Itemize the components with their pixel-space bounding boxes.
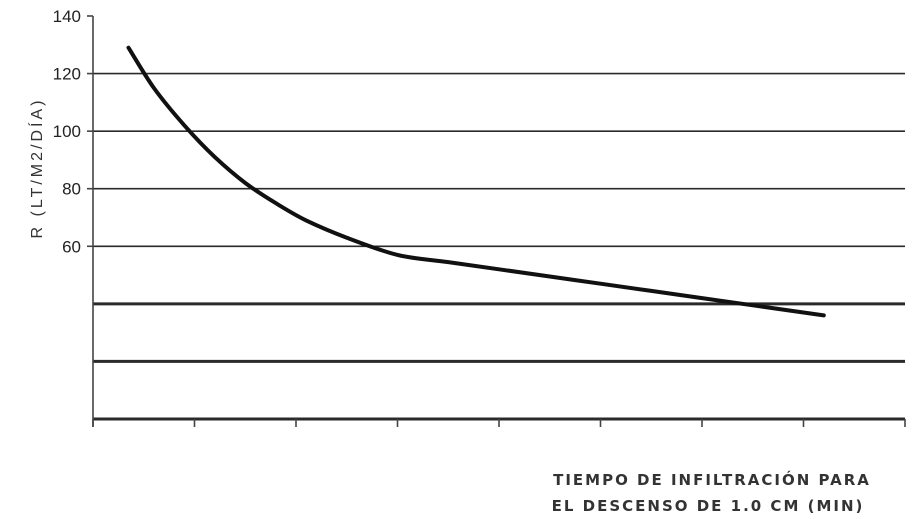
series [126, 45, 826, 318]
y-tick-label: 120 [53, 65, 81, 84]
y-tick-label: 140 [53, 7, 81, 26]
x-axis-label-line2: EL DESCENSO DE 1.0 CM (MIN) [552, 497, 865, 515]
y-tick-label: 100 [53, 122, 81, 141]
y-tick-labels: 140 120 100 80 60 [53, 7, 81, 256]
gridlines [93, 72, 905, 421]
series-line-0 [126, 45, 826, 318]
y-tick-label: 80 [62, 180, 81, 199]
y-tick-label: 60 [62, 237, 81, 256]
y-axis-label: R (LT/M2/DÍA) [27, 98, 46, 239]
axes [87, 15, 94, 427]
x-ticks [92, 419, 906, 427]
x-axis-label-line1: TIEMPO DE INFILTRACIÓN PARA [553, 470, 871, 489]
